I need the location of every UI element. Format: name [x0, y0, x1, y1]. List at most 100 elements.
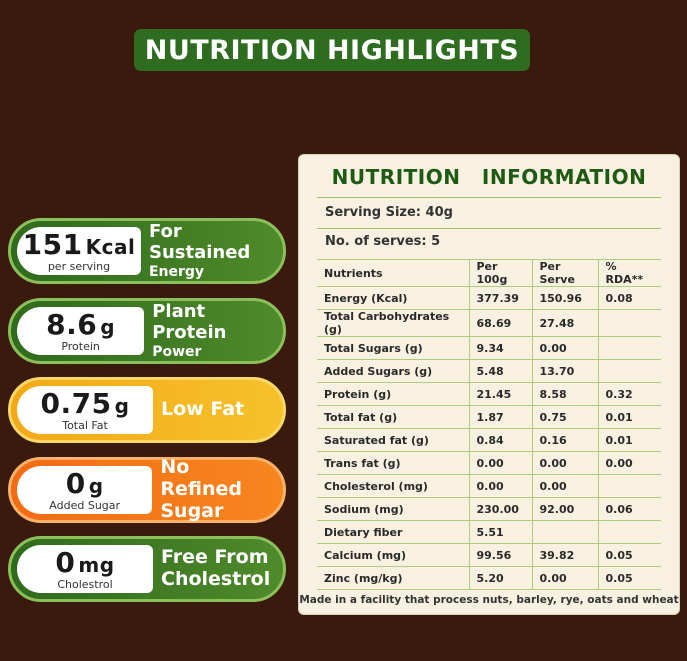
- col-header: Nutrients: [317, 259, 469, 287]
- table-cell: 0.00: [531, 474, 598, 498]
- table-cell: 92.00: [531, 497, 598, 521]
- highlight-badge-fat: 0.75 g Total Fat Low Fat: [8, 377, 286, 443]
- highlight-sub: Total Fat: [62, 418, 108, 432]
- divider: [317, 228, 661, 229]
- highlight-line2: Cholestrol: [161, 568, 271, 590]
- highlight-value-pill: 8.6 g Protein: [17, 307, 145, 355]
- highlight-value-pill: 0 mg Cholestrol: [17, 545, 153, 593]
- table-cell: 5.48: [468, 359, 532, 383]
- highlight-number: 0.75: [40, 386, 112, 420]
- highlight-sub: Added Sugar: [49, 498, 121, 512]
- highlight-line1: Low Fat: [161, 398, 245, 421]
- highlight-sub: Cholestrol: [57, 577, 113, 591]
- highlight-unit: g: [114, 393, 130, 418]
- table-cell: 0.08: [597, 286, 661, 310]
- highlight-value: 151 Kcal: [23, 230, 136, 259]
- table-cell: Sodium (mg): [317, 497, 469, 521]
- table-cell: 0.01: [597, 405, 661, 429]
- info-title: NUTRITION INFORMATION: [331, 165, 647, 189]
- table-cell: 1.87: [468, 405, 532, 429]
- table-row: Sodium (mg) 230.00 92.00 0.06: [317, 497, 661, 521]
- table-cell: 230.00: [468, 497, 532, 521]
- highlight-number: 0: [65, 466, 86, 500]
- table-header-row: Nutrients Per 100g Per Serve % RDA**: [317, 259, 661, 287]
- table-cell: Zinc (mg/kg): [317, 566, 469, 590]
- table-body: Energy (Kcal) 377.39 150.96 0.08 Total Carbo…: [317, 286, 661, 590]
- table-cell: 0.84: [468, 428, 532, 452]
- table-row: Zinc (mg/kg) 5.20 0.00 0.05: [317, 566, 661, 590]
- table-cell: 0.00: [468, 474, 532, 498]
- table-cell: [597, 309, 661, 337]
- table-cell: [597, 359, 661, 383]
- table-cell: Protein (g): [317, 382, 469, 406]
- table-cell: 0.00: [597, 451, 661, 475]
- serves-count: No. of serves: 5: [325, 234, 441, 249]
- table-cell: 9.34: [468, 336, 532, 360]
- col-header: Per Serve: [531, 259, 598, 287]
- highlight-number: 8.6: [46, 307, 98, 341]
- col-header: % RDA**: [597, 259, 661, 287]
- highlight-unit: mg: [78, 552, 115, 577]
- table-cell: Total fat (g): [317, 405, 469, 429]
- table-cell: Total Sugars (g): [317, 336, 469, 360]
- highlight-text: For Sustained Energy: [141, 221, 277, 279]
- table-cell: 0.00: [531, 336, 598, 360]
- highlight-unit: Kcal: [85, 234, 136, 259]
- table-row: Total Carbohydrates (g) 68.69 27.48: [317, 309, 661, 337]
- table-cell: [531, 520, 598, 544]
- highlight-text: No Refined Sugar: [152, 456, 277, 523]
- table-cell: Dietary fiber: [317, 520, 469, 544]
- table-cell: 99.56: [468, 543, 532, 567]
- highlight-line2: Sugar: [160, 499, 224, 522]
- table-row: Added Sugars (g) 5.48 13.70: [317, 359, 661, 383]
- table-row: Dietary fiber 5.51: [317, 520, 661, 544]
- table-cell: 68.69: [468, 309, 532, 337]
- highlight-value: 0 mg: [55, 548, 115, 577]
- highlight-unit: g: [88, 473, 104, 498]
- table-cell: Total Carbohydrates (g): [317, 309, 469, 337]
- table-cell: Energy (Kcal): [317, 286, 469, 310]
- highlight-badge-energy: 151 Kcal per serving For Sustained Energy: [8, 218, 286, 284]
- table-cell: 0.05: [597, 566, 661, 590]
- highlight-line1: Plant Protein: [152, 301, 227, 343]
- table-cell: 0.75: [531, 405, 598, 429]
- table-cell: 8.58: [531, 382, 598, 406]
- highlight-line1: Free From: [161, 546, 269, 569]
- table-cell: 39.82: [531, 543, 598, 567]
- nutrition-info-panel: NUTRITION INFORMATION Serving Size: 40g …: [298, 154, 680, 615]
- table-cell: Cholesterol (mg): [317, 474, 469, 498]
- table-cell: [597, 474, 661, 498]
- table-cell: [597, 336, 661, 360]
- highlight-value: 8.6 g: [46, 307, 116, 341]
- table-cell: Added Sugars (g): [317, 359, 469, 383]
- highlight-unit: g: [100, 314, 116, 339]
- serving-size: Serving Size: 40g: [325, 205, 453, 220]
- table-cell: 0.00: [531, 566, 598, 590]
- table-cell: 377.39: [468, 286, 532, 310]
- allergen-footnote: Made in a facility that process nuts, ba…: [299, 594, 679, 606]
- divider: [317, 197, 661, 198]
- highlight-badge-protein: 8.6 g Protein Plant Protein Power: [8, 298, 286, 364]
- nutrition-table: Nutrients Per 100g Per Serve % RDA** Ene…: [317, 259, 661, 590]
- table-cell: 21.45: [468, 382, 532, 406]
- table-row: Cholesterol (mg) 0.00 0.00: [317, 474, 661, 498]
- table-cell: 0.00: [468, 451, 532, 475]
- table-row: Energy (Kcal) 377.39 150.96 0.08: [317, 286, 661, 310]
- table-row: Calcium (mg) 99.56 39.82 0.05: [317, 543, 661, 567]
- highlight-line1: For Sustained: [148, 221, 251, 263]
- table-cell: 0.00: [531, 451, 598, 475]
- page-title: NUTRITION HIGHLIGHTS: [134, 29, 530, 71]
- table-cell: Saturated fat (g): [317, 428, 469, 452]
- table-cell: [597, 520, 661, 544]
- table-cell: 5.20: [468, 566, 532, 590]
- table-cell: 150.96: [531, 286, 598, 310]
- table-row: Trans fat (g) 0.00 0.00 0.00: [317, 451, 661, 475]
- highlight-value-pill: 0.75 g Total Fat: [17, 386, 153, 434]
- table-row: Protein (g) 21.45 8.58 0.32: [317, 382, 661, 406]
- table-cell: 0.16: [531, 428, 598, 452]
- table-cell: 5.51: [468, 520, 532, 544]
- table-cell: 13.70: [531, 359, 598, 383]
